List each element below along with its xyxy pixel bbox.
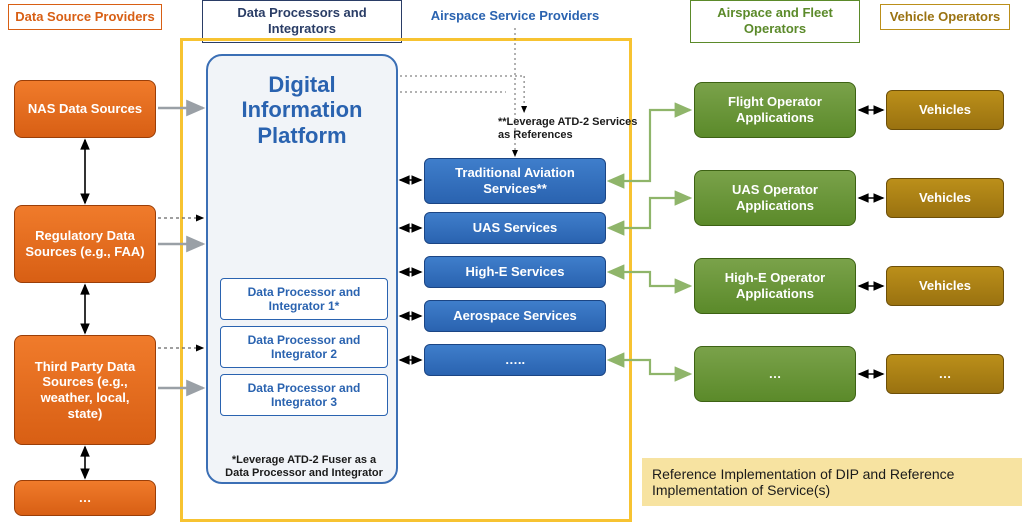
data-source-block-0-label: NAS Data Sources — [23, 101, 147, 117]
operator-app-0: Flight Operator Applications — [694, 82, 856, 138]
dip-integrator-0: Data Processor and Integrator 1* — [220, 278, 388, 320]
operator-app-2: High-E Operator Applications — [694, 258, 856, 314]
vehicle-block-3-label: … — [895, 366, 995, 382]
asp-service-1-label: UAS Services — [433, 220, 597, 236]
asp-service-0: Traditional Aviation Services** — [424, 158, 606, 204]
data-source-block-3-label: … — [23, 490, 147, 506]
asp-service-3: Aerospace Services — [424, 300, 606, 332]
col-header-label: Airspace and Fleet Operators — [717, 5, 833, 36]
asp-service-4: ….. — [424, 344, 606, 376]
caption-text: Reference Implementation of DIP and Refe… — [652, 466, 954, 498]
vehicle-block-0: Vehicles — [886, 90, 1004, 130]
dip-integrator-label: Data Processor and Integrator 3 — [227, 381, 381, 409]
data-source-block-2-label: Third Party Data Sources (e.g., weather,… — [23, 359, 147, 421]
vehicle-block-0-label: Vehicles — [895, 102, 995, 118]
asp-service-4-label: ….. — [433, 352, 597, 368]
dip-panel: Digital Information Platform Data Proces… — [206, 54, 398, 484]
dip-title: Digital Information Platform — [208, 72, 396, 148]
vehicle-block-2: Vehicles — [886, 266, 1004, 306]
vehicle-block-2-label: Vehicles — [895, 278, 995, 294]
operator-app-2-label: High-E Operator Applications — [703, 270, 847, 301]
data-source-block-1: Regulatory Data Sources (e.g., FAA) — [14, 205, 156, 283]
asp-service-1: UAS Services — [424, 212, 606, 244]
col-header-data-sources: Data Source Providers — [8, 4, 162, 30]
data-source-block-1-label: Regulatory Data Sources (e.g., FAA) — [23, 228, 147, 259]
dip-integrator-2: Data Processor and Integrator 3 — [220, 374, 388, 416]
col-header-processors: Data Processors and Integrators — [202, 0, 402, 43]
dip-integrator-label: Data Processor and Integrator 2 — [227, 333, 381, 361]
operator-app-3: … — [694, 346, 856, 402]
data-source-block-2: Third Party Data Sources (e.g., weather,… — [14, 335, 156, 445]
vehicle-block-1: Vehicles — [886, 178, 1004, 218]
operator-app-1: UAS Operator Applications — [694, 170, 856, 226]
col-header-label: Data Processors and Integrators — [237, 5, 366, 36]
asp-service-2: High-E Services — [424, 256, 606, 288]
col-header-label: Data Source Providers — [15, 9, 154, 24]
dip-integrator-label: Data Processor and Integrator 1* — [227, 285, 381, 313]
atd2-services-footnote: **Leverage ATD-2 Services as References — [498, 116, 648, 142]
col-header-label: Airspace Service Providers — [431, 8, 599, 23]
data-source-block-3: … — [14, 480, 156, 516]
col-header-vehicles: Vehicle Operators — [880, 4, 1010, 30]
dip-fuser-footnote: *Leverage ATD-2 Fuser as a Data Processo… — [222, 454, 386, 480]
operator-app-1-label: UAS Operator Applications — [703, 182, 847, 213]
caption-box: Reference Implementation of DIP and Refe… — [642, 458, 1022, 506]
data-source-block-0: NAS Data Sources — [14, 80, 156, 138]
col-header-operators: Airspace and Fleet Operators — [690, 0, 860, 43]
col-header-asp: Airspace Service Providers — [420, 4, 610, 28]
col-header-label: Vehicle Operators — [890, 9, 1001, 24]
vehicle-block-3: … — [886, 354, 1004, 394]
vehicle-block-1-label: Vehicles — [895, 190, 995, 206]
operator-app-0-label: Flight Operator Applications — [703, 94, 847, 125]
asp-service-3-label: Aerospace Services — [433, 308, 597, 324]
asp-service-2-label: High-E Services — [433, 264, 597, 280]
asp-service-0-label: Traditional Aviation Services** — [433, 165, 597, 196]
operator-app-3-label: … — [703, 366, 847, 382]
dip-integrator-1: Data Processor and Integrator 2 — [220, 326, 388, 368]
